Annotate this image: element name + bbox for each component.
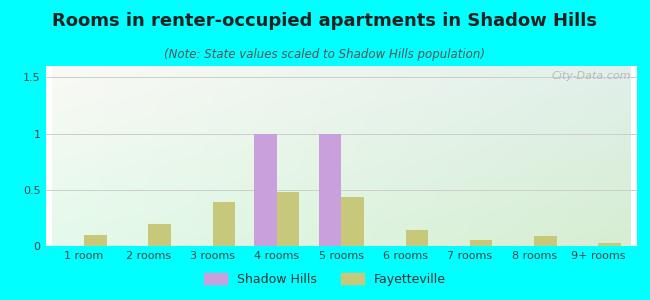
Bar xyxy=(277,192,300,246)
Bar xyxy=(341,196,364,246)
Bar xyxy=(534,236,556,246)
Text: (Note: State values scaled to Shadow Hills population): (Note: State values scaled to Shadow Hil… xyxy=(164,48,486,61)
Bar xyxy=(213,202,235,246)
Bar xyxy=(84,235,107,246)
Legend: Shadow Hills, Fayetteville: Shadow Hills, Fayetteville xyxy=(199,268,451,291)
Text: Rooms in renter-occupied apartments in Shadow Hills: Rooms in renter-occupied apartments in S… xyxy=(53,12,597,30)
Bar xyxy=(318,134,341,246)
Bar xyxy=(148,224,171,246)
Bar xyxy=(406,230,428,246)
Bar xyxy=(254,134,277,246)
Bar xyxy=(470,240,492,246)
Bar xyxy=(599,243,621,246)
Text: City-Data.com: City-Data.com xyxy=(552,71,631,81)
